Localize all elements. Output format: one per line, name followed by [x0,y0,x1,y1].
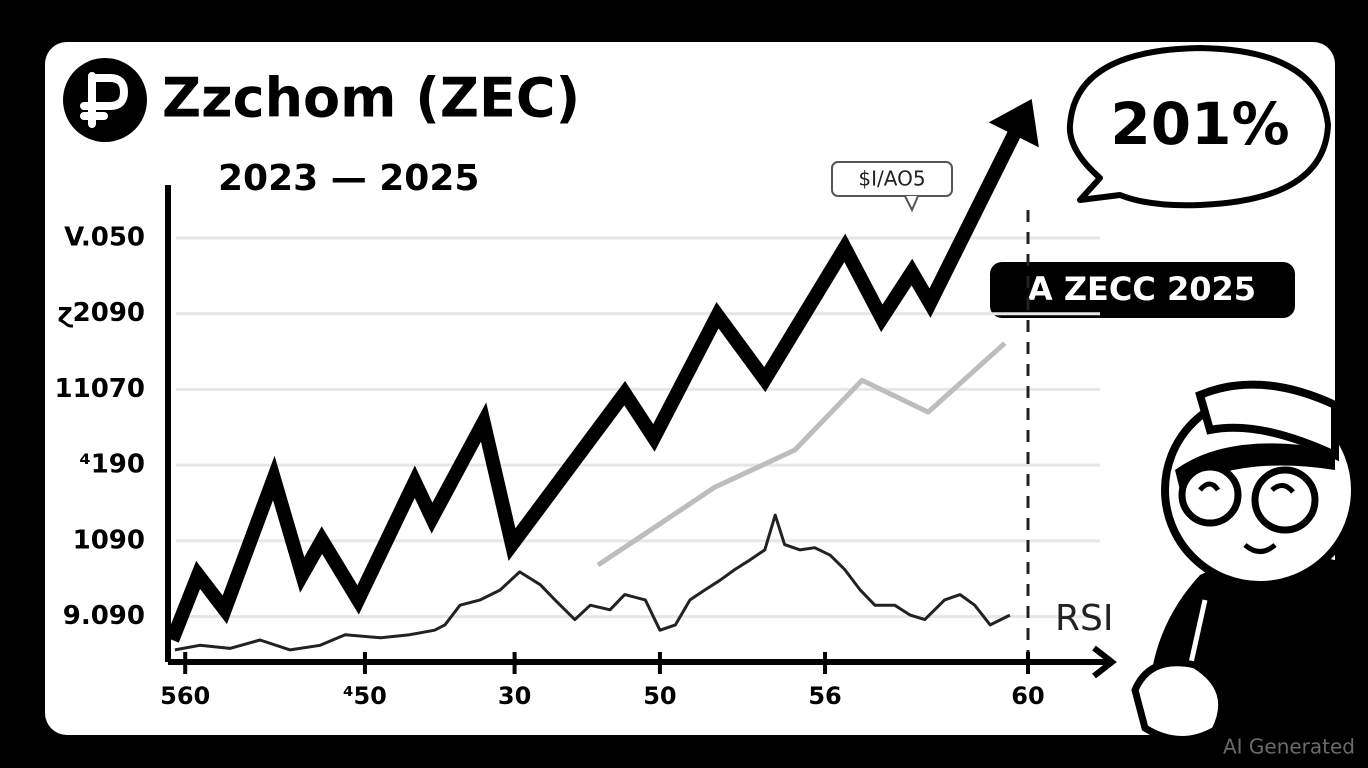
arrowhead [988,99,1039,148]
y-tick-label: 9.090 [63,601,145,631]
watermark: AI Generated [1223,735,1355,759]
y-tick-label: ɀ2090 [58,298,146,328]
mascot [1131,380,1359,743]
y-tick-label: 11070 [55,374,145,404]
callout-percent: 201% [1110,90,1289,158]
coin-icon [63,58,147,142]
x-tick-label: 50 [643,682,676,710]
y-tick-label: V.050 [64,223,145,253]
x-tick-label: ⁴50 [343,682,387,710]
x-tick-label: 60 [1011,682,1044,710]
x-tick-label: 560 [160,682,210,710]
label-pill [990,262,1295,318]
y-tick-label: 1090 [73,525,145,555]
small-callout [831,161,953,213]
series-line [165,108,1032,643]
x-tick-label: 30 [498,682,531,710]
chart-subtitle: 2023 — 2025 [218,158,479,199]
callout-label: $I/AO5 [858,167,925,191]
chart-title: Zzchom (ZEC) [162,67,580,130]
legend-label: RSI [1055,598,1113,639]
series-line [174,513,1011,652]
series-line [596,341,1007,568]
x-axis-arrow [1092,645,1117,679]
plot-area: 9.090 1090 ⁴190 11070 ɀ2090 V.050 560 ⁴50 30 50 56… [55,99,1117,710]
y-tick-label: ⁴190 [79,450,145,480]
speech-bubble [1066,45,1331,209]
pill-label: A ZECC 2025 [1028,270,1256,308]
x-tick-label: 56 [808,682,841,710]
